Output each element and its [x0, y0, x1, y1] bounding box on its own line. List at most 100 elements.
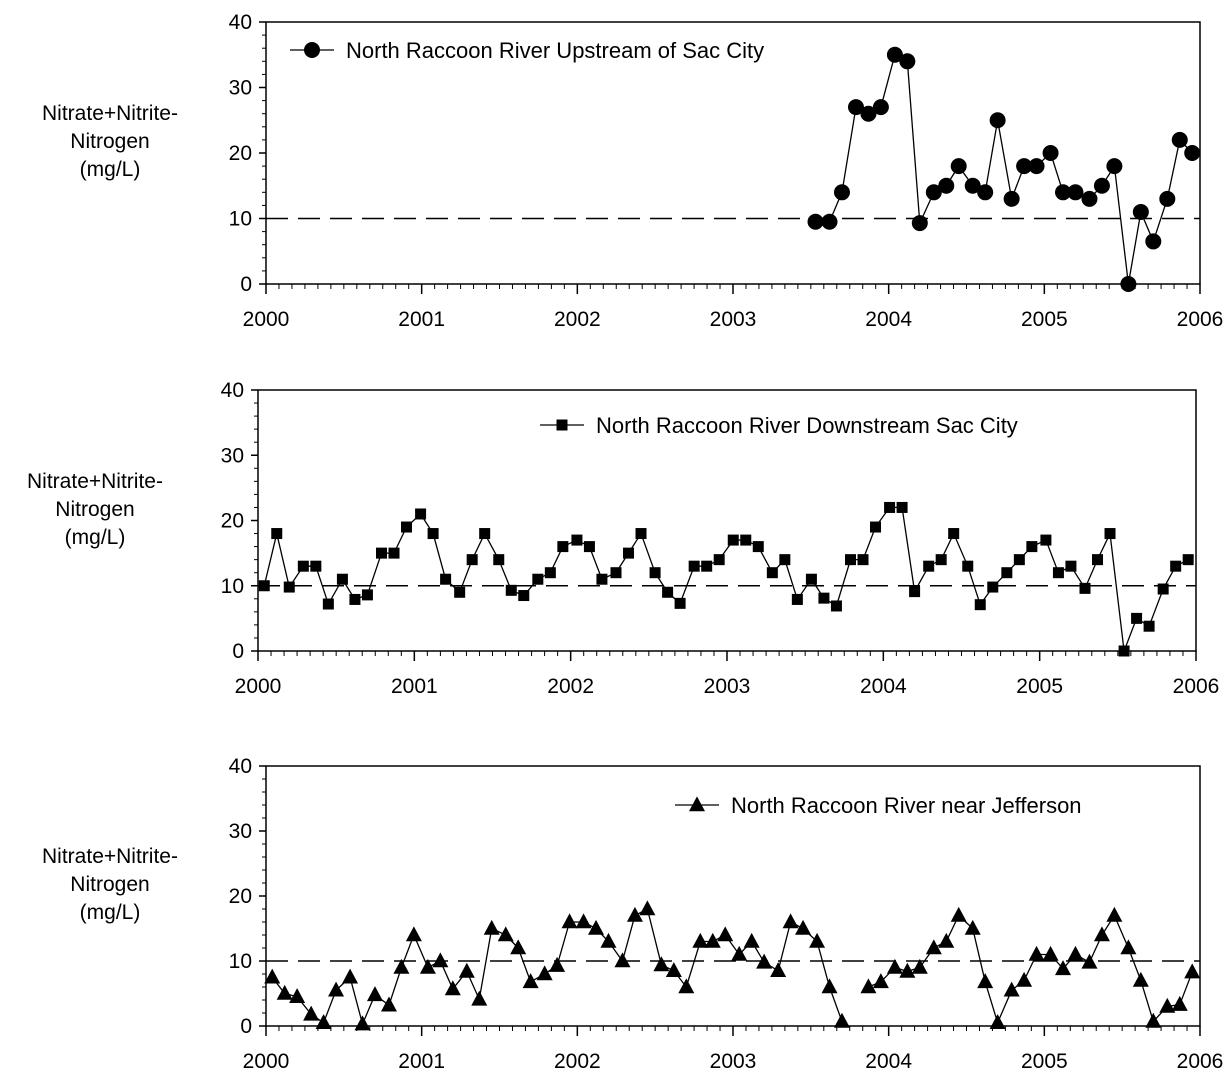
data-point: [821, 213, 838, 230]
data-point: [987, 581, 999, 593]
data-point: [1042, 945, 1059, 961]
x-tick-label: 2000: [243, 308, 290, 331]
data-point: [847, 99, 864, 116]
chart-panel-2: 0 10 20 30 40 2000 2001 2002 2003 2004 2005 2006 Nit…: [27, 379, 1219, 698]
data-point: [1145, 1012, 1162, 1028]
data-point: [1106, 158, 1123, 175]
x-tick-label: 2000: [235, 675, 282, 698]
data-point: [588, 919, 605, 935]
data-point: [833, 1012, 850, 1028]
data-point: [1067, 945, 1084, 961]
data-point: [989, 1014, 1006, 1030]
data-point: [432, 952, 449, 968]
x-tick-label: 2006: [1177, 1050, 1224, 1073]
series-circle: [807, 46, 1201, 292]
data-point: [342, 968, 359, 984]
data-point: [635, 528, 647, 540]
data-point: [830, 600, 842, 612]
data-point: [1093, 177, 1110, 194]
data-point: [1001, 567, 1013, 579]
data-point: [688, 560, 700, 572]
data-point: [909, 586, 921, 598]
chart-panel-1: 0 10 20 30 40 2000 2001 2002 2003 2004 2005 2006 Nit…: [42, 11, 1223, 331]
data-point: [938, 177, 955, 194]
data-point: [479, 528, 491, 540]
data-point: [974, 599, 986, 611]
y-tick-label: 40: [221, 379, 244, 402]
data-point: [743, 932, 760, 948]
data-point: [713, 554, 725, 566]
data-point: [310, 560, 322, 572]
data-point: [393, 958, 410, 974]
data-point: [532, 573, 544, 585]
legend-marker: [304, 42, 320, 58]
data-point: [989, 112, 1006, 129]
data-point: [704, 932, 721, 948]
y-axis-label-line: Nitrate+Nitrite-: [42, 845, 178, 868]
x-tick-label: 2001: [398, 1050, 445, 1073]
data-point: [297, 560, 309, 572]
x-tick-label: 2005: [1021, 308, 1068, 331]
y-axis-label: Nitrate+Nitrite- Nitrogen (mg/L): [42, 102, 178, 181]
chart-panel-3: 0 10 20 30 40 2000 2001 2002 2003 2004 2005 2006 Nit…: [42, 755, 1223, 1073]
data-point: [649, 567, 661, 579]
data-point: [596, 573, 608, 585]
y-tick-label: 0: [240, 273, 252, 296]
data-point: [349, 593, 361, 605]
data-point: [444, 980, 461, 996]
data-point: [938, 932, 955, 948]
data-point: [818, 592, 830, 604]
x-tick-label: 2001: [398, 308, 445, 331]
x-tick-label: 2002: [554, 308, 601, 331]
x-tick-label: 2005: [1021, 1050, 1068, 1073]
data-point: [860, 978, 877, 994]
legend: North Raccoon River near Jefferson: [675, 793, 1082, 818]
data-point: [458, 962, 475, 978]
data-point: [405, 926, 422, 942]
data-point: [361, 589, 373, 601]
data-point: [948, 528, 960, 540]
data-point: [483, 919, 500, 935]
data-point: [870, 521, 882, 533]
x-tick-label: 2003: [710, 1050, 757, 1073]
y-axis-label-line: Nitrate+Nitrite-: [42, 102, 178, 125]
series-square: [258, 501, 1194, 657]
data-point: [415, 508, 427, 520]
y-tick-label: 30: [229, 77, 252, 100]
data-point: [328, 981, 345, 997]
data-point: [271, 528, 283, 540]
data-point: [791, 593, 803, 605]
data-point: [623, 547, 635, 559]
data-point: [493, 554, 505, 566]
data-point: [1171, 995, 1188, 1011]
y-tick-label: 30: [221, 444, 244, 467]
data-point: [366, 986, 383, 1002]
data-point: [950, 158, 967, 175]
data-point: [471, 990, 488, 1006]
x-tick-label: 2004: [860, 675, 907, 698]
data-point: [1040, 534, 1052, 546]
y-tick-label: 40: [229, 11, 252, 34]
data-point: [600, 932, 617, 948]
data-point: [1118, 645, 1130, 657]
data-point: [466, 554, 478, 566]
x-tick-label: 2002: [547, 675, 594, 698]
data-point: [1028, 158, 1045, 175]
y-axis-label-line: (mg/L): [65, 526, 126, 549]
data-point: [571, 534, 583, 546]
data-point: [440, 573, 452, 585]
x-tick-label: 2004: [865, 1050, 912, 1073]
y-tick-label: 10: [229, 208, 252, 231]
data-point: [770, 962, 787, 978]
y-axis-label-line: (mg/L): [80, 158, 141, 181]
data-point: [964, 177, 981, 194]
legend-label: North Raccoon River Upstream of Sac City: [346, 38, 764, 63]
series-triangle: [264, 900, 1201, 1031]
x-tick-label: 2006: [1177, 308, 1224, 331]
y-axis-label-line: (mg/L): [80, 901, 141, 924]
data-point: [1067, 184, 1084, 201]
data-point: [575, 913, 592, 929]
data-point: [1081, 190, 1098, 207]
data-point: [536, 965, 553, 981]
data-point: [544, 567, 556, 579]
